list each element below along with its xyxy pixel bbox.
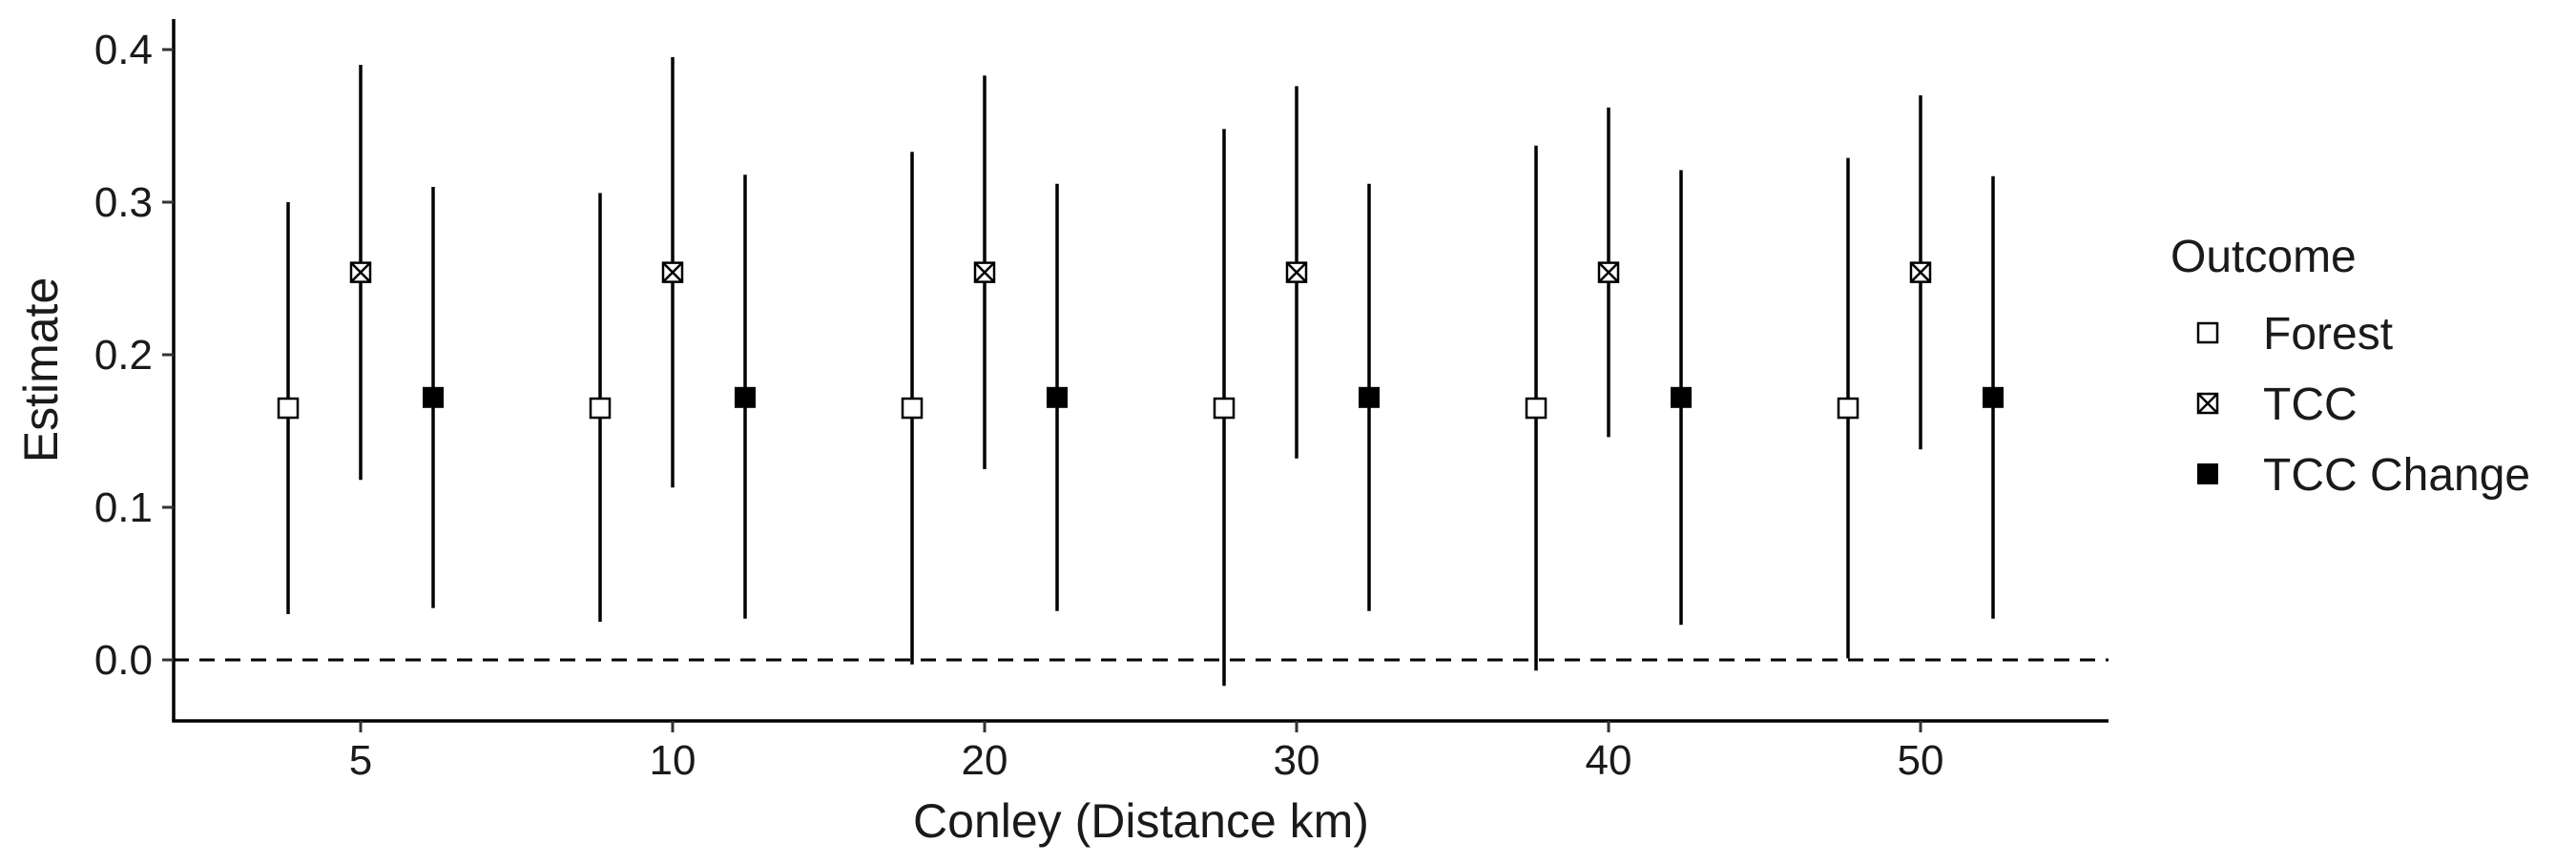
point-filled-square-40-shape bbox=[1671, 386, 1692, 408]
y-tick-label: 0.1 bbox=[94, 484, 153, 531]
point-open-square-10 bbox=[589, 397, 612, 420]
legend: Outcome Forest TCC TCC Change bbox=[2171, 232, 2530, 501]
y-tick-label: 0.4 bbox=[94, 27, 153, 73]
point-filled-square-50-shape bbox=[1983, 386, 2004, 408]
legend-label: TCC Change bbox=[2263, 450, 2530, 501]
legend-key-filled-square bbox=[2197, 463, 2218, 484]
point-open-square-5 bbox=[277, 397, 300, 420]
point-filled-square-40 bbox=[1671, 386, 1692, 408]
point-crossed-square-10-cross-b bbox=[662, 261, 683, 283]
point-filled-square-5-shape bbox=[423, 386, 444, 408]
point-crossed-square-40 bbox=[1597, 261, 1620, 283]
plot-area bbox=[174, 57, 2109, 687]
point-filled-square-20 bbox=[1047, 386, 1068, 408]
point-open-square-30-shape bbox=[1213, 397, 1236, 420]
point-crossed-square-10 bbox=[661, 261, 684, 283]
legend-label: TCC bbox=[2263, 380, 2358, 430]
y-tick-label: 0.2 bbox=[94, 332, 153, 379]
x-tick-label: 30 bbox=[1274, 737, 1320, 784]
x-tick-label: 5 bbox=[349, 737, 372, 784]
point-filled-square-10-shape bbox=[735, 386, 756, 408]
point-open-square-40-shape bbox=[1525, 397, 1548, 420]
y-tick-label: 0.3 bbox=[94, 179, 153, 226]
point-open-square-20 bbox=[901, 397, 924, 420]
point-filled-square-10 bbox=[735, 386, 756, 408]
point-open-square-20-shape bbox=[901, 397, 924, 420]
point-crossed-square-5 bbox=[349, 261, 372, 283]
x-tick-label: 40 bbox=[1586, 737, 1632, 784]
point-crossed-square-20-cross-b bbox=[974, 261, 995, 283]
legend-key-filled-square-shape bbox=[2197, 463, 2218, 484]
point-filled-square-50 bbox=[1983, 386, 2004, 408]
point-open-square-40 bbox=[1525, 397, 1548, 420]
legend-key-crossed-square-cross-b bbox=[2197, 393, 2218, 414]
point-crossed-square-30-cross-b bbox=[1286, 261, 1307, 283]
point-filled-square-5 bbox=[423, 386, 444, 408]
point-open-square-50-shape bbox=[1837, 397, 1859, 420]
x-tick-label: 10 bbox=[650, 737, 696, 784]
point-filled-square-30-shape bbox=[1359, 386, 1380, 408]
legend-key-open-square bbox=[2196, 321, 2219, 344]
legend-key-crossed-square bbox=[2196, 392, 2219, 415]
point-crossed-square-50-cross-b bbox=[1910, 261, 1931, 283]
point-open-square-50 bbox=[1837, 397, 1859, 420]
legend-title: Outcome bbox=[2171, 232, 2357, 282]
point-open-square-10-shape bbox=[589, 397, 612, 420]
point-filled-square-20-shape bbox=[1047, 386, 1068, 408]
x-axis-title: Conley (Distance km) bbox=[913, 794, 1369, 848]
point-crossed-square-30 bbox=[1285, 261, 1308, 283]
point-crossed-square-50 bbox=[1909, 261, 1932, 283]
y-tick-label: 0.0 bbox=[94, 637, 153, 684]
point-crossed-square-20 bbox=[973, 261, 996, 283]
point-open-square-5-shape bbox=[277, 397, 300, 420]
legend-key-open-square-shape bbox=[2196, 321, 2219, 344]
x-tick-label: 50 bbox=[1898, 737, 1944, 784]
axes: 0.0 0.1 0.2 0.3 0.4 5 10 20 30 40 50 bbox=[94, 19, 2109, 784]
point-crossed-square-5-cross-b bbox=[350, 261, 371, 283]
y-axis-title: Estimate bbox=[14, 277, 68, 463]
point-open-square-30 bbox=[1213, 397, 1236, 420]
point-filled-square-30 bbox=[1359, 386, 1380, 408]
point-crossed-square-40-cross-b bbox=[1598, 261, 1619, 283]
legend-label: Forest bbox=[2263, 309, 2393, 360]
x-tick-label: 20 bbox=[962, 737, 1008, 784]
